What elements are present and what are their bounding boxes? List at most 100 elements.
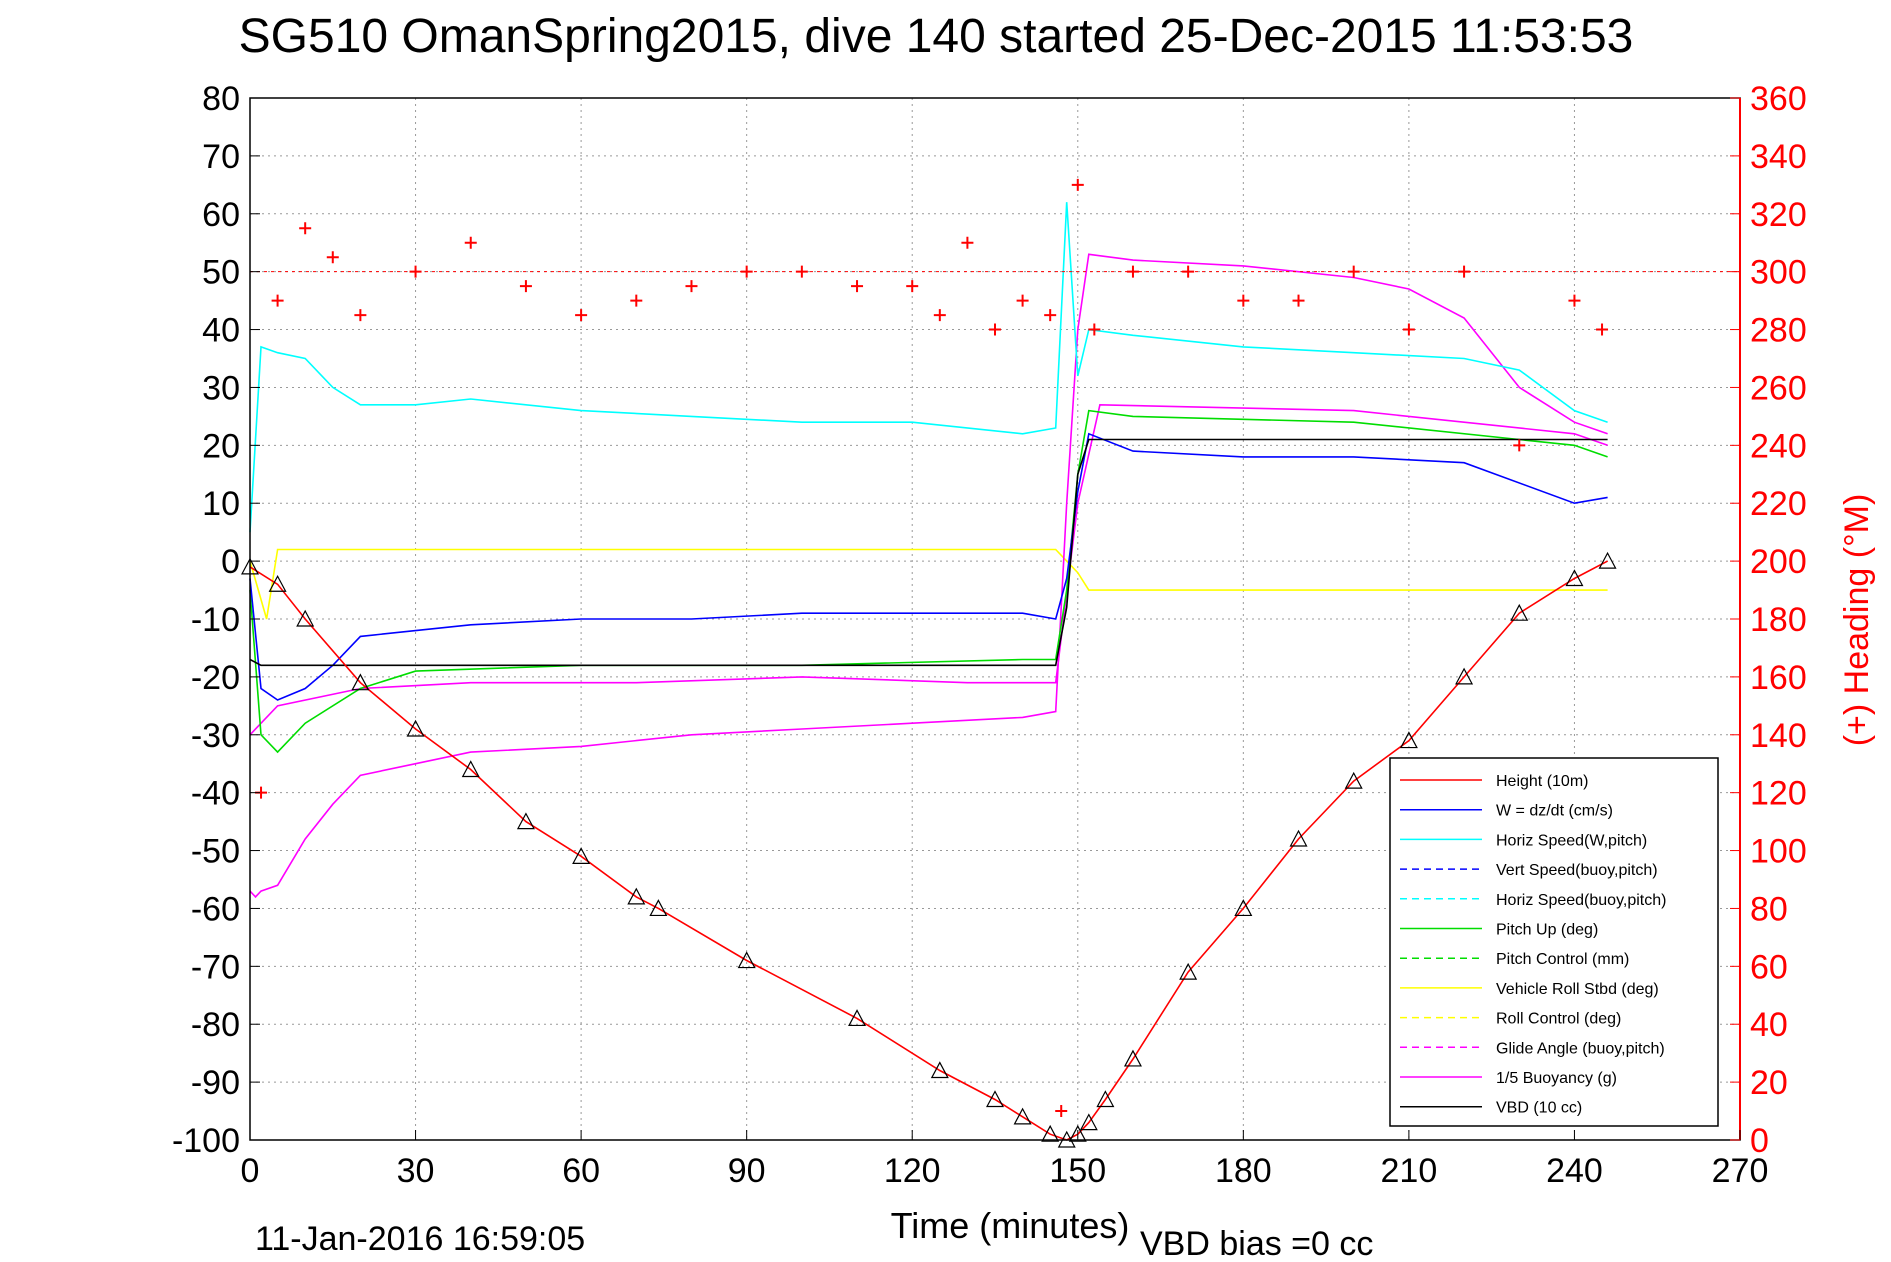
height-marker: [268, 574, 287, 592]
height-marker: [351, 673, 370, 691]
heading-point: [1237, 294, 1250, 307]
height-marker: [1123, 1049, 1142, 1067]
y-tick-label: 60: [202, 196, 240, 234]
y2-axis-label: (+) Heading (°M): [1838, 494, 1876, 747]
x-axis-label: Time (minutes): [891, 1205, 1130, 1246]
legend-label: Horiz Speed(W,pitch): [1496, 832, 1647, 849]
series-line-buoy: [249, 253, 1608, 899]
x-tick-label: 30: [397, 1152, 435, 1190]
height-marker: [1565, 569, 1584, 587]
x-tick-label: 270: [1712, 1152, 1769, 1190]
y2-tick-label: 60: [1750, 948, 1788, 986]
series-line-vbd: [249, 438, 1608, 667]
heading-point: [685, 280, 698, 293]
legend-label: 1/5 Buoyancy (g): [1496, 1070, 1617, 1087]
y2-tick-label: 220: [1750, 485, 1807, 523]
x-tick-label: 240: [1546, 1152, 1603, 1190]
heading-point: [851, 280, 864, 293]
y2-tick-label: 80: [1750, 890, 1788, 928]
series-line-w: [249, 432, 1608, 701]
y2-tick-label: 320: [1750, 196, 1807, 234]
height-marker: [848, 1009, 867, 1027]
height-marker: [296, 609, 315, 627]
legend-label: VBD (10 cc): [1496, 1100, 1582, 1117]
heading-point: [1596, 323, 1609, 336]
y-tick-label: -60: [191, 890, 240, 928]
y2-tick-label: 300: [1750, 254, 1807, 292]
heading-point: [1088, 323, 1101, 336]
height-marker: [1455, 667, 1474, 685]
y-tick-label: 30: [202, 369, 240, 407]
footer-vbd-bias: VBD bias =0 cc: [1140, 1225, 1373, 1262]
y-tick-label: 20: [202, 427, 240, 465]
height-marker: [1096, 1090, 1115, 1108]
heading-point: [326, 251, 339, 264]
y2-tick-label: 180: [1750, 601, 1807, 639]
height-marker: [1598, 551, 1617, 569]
y-tick-label: -70: [191, 948, 240, 986]
heading-point: [299, 222, 312, 235]
heading-point: [1071, 178, 1084, 191]
legend-label: Pitch Up (deg): [1496, 922, 1598, 939]
heading-point: [906, 280, 919, 293]
y2-tick-label: 40: [1750, 1006, 1788, 1044]
height-marker: [1399, 731, 1418, 749]
height-marker: [1079, 1113, 1098, 1131]
height-marker: [1041, 1124, 1060, 1142]
height-marker: [1013, 1107, 1032, 1125]
heading-point: [630, 294, 643, 307]
heading-point: [1016, 294, 1029, 307]
heading-point: [519, 280, 532, 293]
y2-tick-label: 260: [1750, 369, 1807, 407]
footer-date: 11-Jan-2016 16:59:05: [255, 1220, 585, 1258]
y2-tick-label: 280: [1750, 312, 1807, 350]
heading-point: [575, 309, 588, 322]
heading-point: [989, 323, 1001, 336]
y-tick-label: -20: [191, 659, 240, 697]
y-tick-label: -40: [191, 775, 240, 813]
y2-tick-label: 240: [1750, 427, 1807, 465]
x-tick-label: 90: [728, 1152, 766, 1190]
legend: Height (10m) W = dz/dt (cm/s) Horiz Speed(…: [1389, 757, 1719, 1127]
legend-frame: [1389, 757, 1719, 1127]
y2-tick-label: 160: [1750, 659, 1807, 697]
x-tick-label: 120: [884, 1152, 941, 1190]
series-line-pitch: [249, 409, 1608, 754]
legend-label: Vert Speed(buoy,pitch): [1496, 862, 1658, 879]
legend-items: Height (10m) W = dz/dt (cm/s) Horiz Speed(…: [1400, 773, 1666, 1117]
height-marker: [986, 1090, 1004, 1108]
y-tick-label: -100: [172, 1122, 240, 1160]
y-tick-label: 50: [202, 254, 240, 292]
x-tick-label: 210: [1381, 1152, 1438, 1190]
y2-tick-label: 20: [1750, 1064, 1788, 1102]
y-tick-label: 10: [202, 485, 240, 523]
series-line-height: [249, 560, 1608, 1141]
legend-label: Horiz Speed(buoy,pitch): [1496, 892, 1666, 909]
y-tick-label: -10: [191, 601, 240, 639]
y-tick-label: -90: [191, 1064, 240, 1102]
y-tick-label: -80: [191, 1006, 240, 1044]
y-tick-label: -50: [191, 833, 240, 871]
heading-point: [1292, 294, 1305, 307]
heading-point: [1402, 323, 1415, 336]
series-line-horiz_w: [249, 202, 1608, 533]
x-tick-label: 150: [1049, 1152, 1106, 1190]
height-marker: [406, 719, 425, 737]
x-tick-label: 180: [1215, 1152, 1272, 1190]
heading-point: [271, 294, 284, 307]
series-line-roll: [249, 548, 1608, 620]
x-tick-label: 0: [241, 1152, 260, 1190]
y-tick-label: 80: [202, 80, 240, 118]
legend-label: Glide Angle (buoy,pitch): [1496, 1040, 1665, 1057]
y2-ticks: 3603403203002802602402202001801601401201…: [1730, 80, 1807, 1160]
heading-point: [1044, 309, 1057, 322]
legend-label: Vehicle Roll Stbd (deg): [1496, 981, 1659, 998]
legend-label: Pitch Control (mm): [1496, 951, 1629, 968]
heading-point: [464, 236, 477, 249]
height-marker: [1510, 603, 1529, 621]
y-tick-label: 0: [221, 543, 240, 581]
heading-point: [1055, 1105, 1068, 1118]
y2-tick-label: 340: [1750, 138, 1807, 176]
height-marker: [930, 1061, 949, 1079]
height-markers: [241, 551, 1617, 1148]
